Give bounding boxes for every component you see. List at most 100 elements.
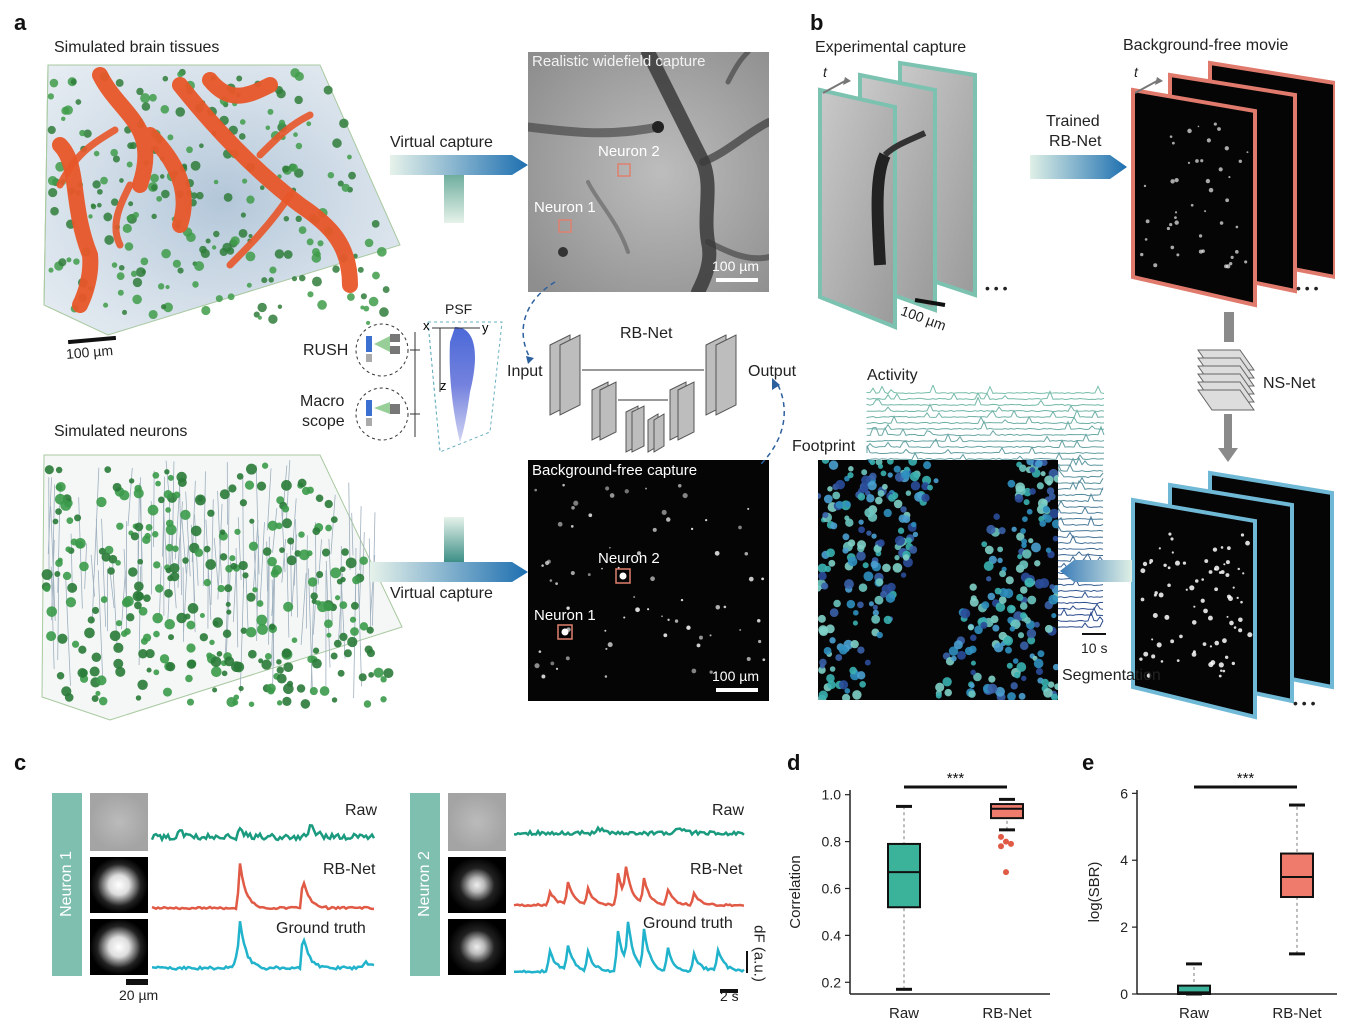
- simulated-neuron-dot: [233, 661, 245, 673]
- segmentation-dot: [1167, 566, 1171, 570]
- simulated-neuron-dot: [245, 463, 257, 475]
- y-tick-label: 0.8: [822, 834, 842, 850]
- simulated-neuron-dot: [54, 571, 61, 578]
- activity-trace: [1057, 499, 1104, 509]
- bgfree-dot: [566, 606, 570, 610]
- footprint-neuron: [1019, 560, 1029, 570]
- brain-neuron-dot: [130, 270, 138, 277]
- segmentation-dot: [1213, 568, 1217, 571]
- footprint-neuron: [818, 690, 828, 700]
- bgfree-dot: [663, 633, 668, 638]
- bgfree-movie-dot: [1244, 260, 1248, 264]
- virtual-capture-bottom-label: Virtual capture: [390, 585, 493, 602]
- segmentation-dot: [1218, 674, 1222, 678]
- simulated-neuron-dot: [256, 600, 264, 607]
- neuron1-traces: [90, 793, 376, 985]
- segmentation-dot: [1142, 561, 1148, 567]
- box-raw: [1177, 984, 1211, 995]
- footprint-neuron: [835, 501, 844, 509]
- bgfree-dot: [761, 577, 765, 581]
- brain-neuron-dot: [149, 93, 157, 102]
- simulated-neuron-dot: [345, 557, 357, 569]
- brain-neuron-dot: [267, 108, 274, 115]
- brain-neuron-dot: [58, 258, 67, 267]
- footprint-neuron: [894, 555, 900, 561]
- footprint-neuron: [909, 545, 918, 554]
- footprint-neuron: [1003, 588, 1014, 599]
- activity-trace: [866, 415, 1104, 425]
- bgfree-movie-dot: [1225, 198, 1229, 203]
- brain-neuron-dot: [213, 230, 220, 238]
- simulated-neuron-dot: [126, 613, 135, 622]
- simulated-neuron-dot: [168, 634, 175, 641]
- simulated-neuron-dot: [176, 612, 187, 624]
- simulated-neuron-dot: [186, 643, 196, 653]
- rush-label: RUSH: [303, 342, 349, 359]
- simulated-neuron-dot: [147, 504, 159, 516]
- footprint-neuron: [1053, 474, 1058, 483]
- footprint-neuron: [995, 686, 1005, 697]
- x-tick-label: RB-Net: [982, 1005, 1032, 1022]
- footprint-neuron: [869, 472, 877, 481]
- footprint-neuron: [986, 576, 992, 582]
- footprint-neuron: [866, 530, 872, 536]
- activity-trace: [1057, 518, 1104, 520]
- segmentation-dot: [1236, 596, 1239, 600]
- footprint-neuron: [1036, 482, 1044, 490]
- brain-neuron-dot: [306, 121, 312, 127]
- chart-d-correlation: 0.2 0.4 0.6 0.8 1.0 Correlation Raw RB-Net ***: [787, 770, 1050, 1022]
- neurite-line: [266, 468, 272, 531]
- psf-diagram: x y z: [355, 318, 503, 453]
- bgfree-dot: [562, 483, 565, 487]
- segmentation-dot: [1176, 659, 1180, 663]
- footprint-neuron: [842, 533, 850, 541]
- segmentation-dot: [1220, 570, 1225, 575]
- bgfree-dot: [647, 608, 650, 611]
- footprint-neuron: [875, 578, 884, 587]
- simulated-neuron-dot: [109, 630, 121, 642]
- simulated-neuron-dot: [199, 612, 205, 619]
- simulated-neuron-dot: [315, 494, 324, 503]
- simulated-neuron-dot: [169, 571, 180, 582]
- footprint-neuron: [847, 472, 854, 479]
- footprint-neuron: [1019, 602, 1028, 610]
- footprint-neuron: [829, 637, 836, 644]
- footprint-neuron: [1006, 604, 1016, 614]
- brain-neuron-dot: [70, 78, 77, 85]
- footprint-neuron: [923, 461, 932, 470]
- segmentation-dot: [1200, 598, 1205, 603]
- neurite-line: [202, 471, 206, 587]
- bgfree-dot: [570, 525, 574, 528]
- virtual-capture-arrow-bottom: [370, 517, 528, 582]
- neurite-line: [192, 551, 196, 633]
- simulated-neuron-dot: [301, 486, 311, 496]
- bgfree-movie-dot: [1187, 128, 1192, 134]
- simulated-neuron-dot: [261, 659, 272, 670]
- brain-neuron-dot: [48, 267, 54, 273]
- simulated-neuron-dot: [343, 649, 352, 658]
- footprint-neuron: [832, 491, 841, 500]
- brain-neuron-dot: [376, 246, 387, 257]
- virtual-capture-top-label: Virtual capture: [390, 134, 493, 151]
- simulated-neuron-dot: [242, 572, 249, 579]
- simulated-neuron-dot: [115, 620, 123, 627]
- activity-trace: [1057, 534, 1104, 545]
- brain-neuron-dot: [186, 146, 193, 154]
- simulated-neuron-dot: [153, 561, 161, 569]
- brain-neuron-dot: [199, 143, 204, 149]
- footprint-neuron: [818, 493, 822, 500]
- rbnet-label: RB-Net: [620, 325, 673, 342]
- simulated-neuron-dot: [144, 532, 151, 540]
- brain-neuron-dot: [141, 269, 146, 274]
- simulated-neuron-dot: [98, 696, 108, 706]
- brain-neuron-dot: [110, 198, 119, 206]
- simulated-neuron-dot: [165, 519, 174, 528]
- activity-trace: [1057, 480, 1104, 491]
- bgfree-dot: [699, 635, 703, 640]
- footprint-neuron: [852, 609, 859, 616]
- simulated-neuron-dot: [140, 637, 148, 645]
- footprint-neuron: [874, 496, 883, 505]
- simulated-neuron-dot: [115, 666, 126, 677]
- simulated-neuron-dot: [216, 651, 223, 657]
- simulated-neuron-dot: [65, 546, 72, 553]
